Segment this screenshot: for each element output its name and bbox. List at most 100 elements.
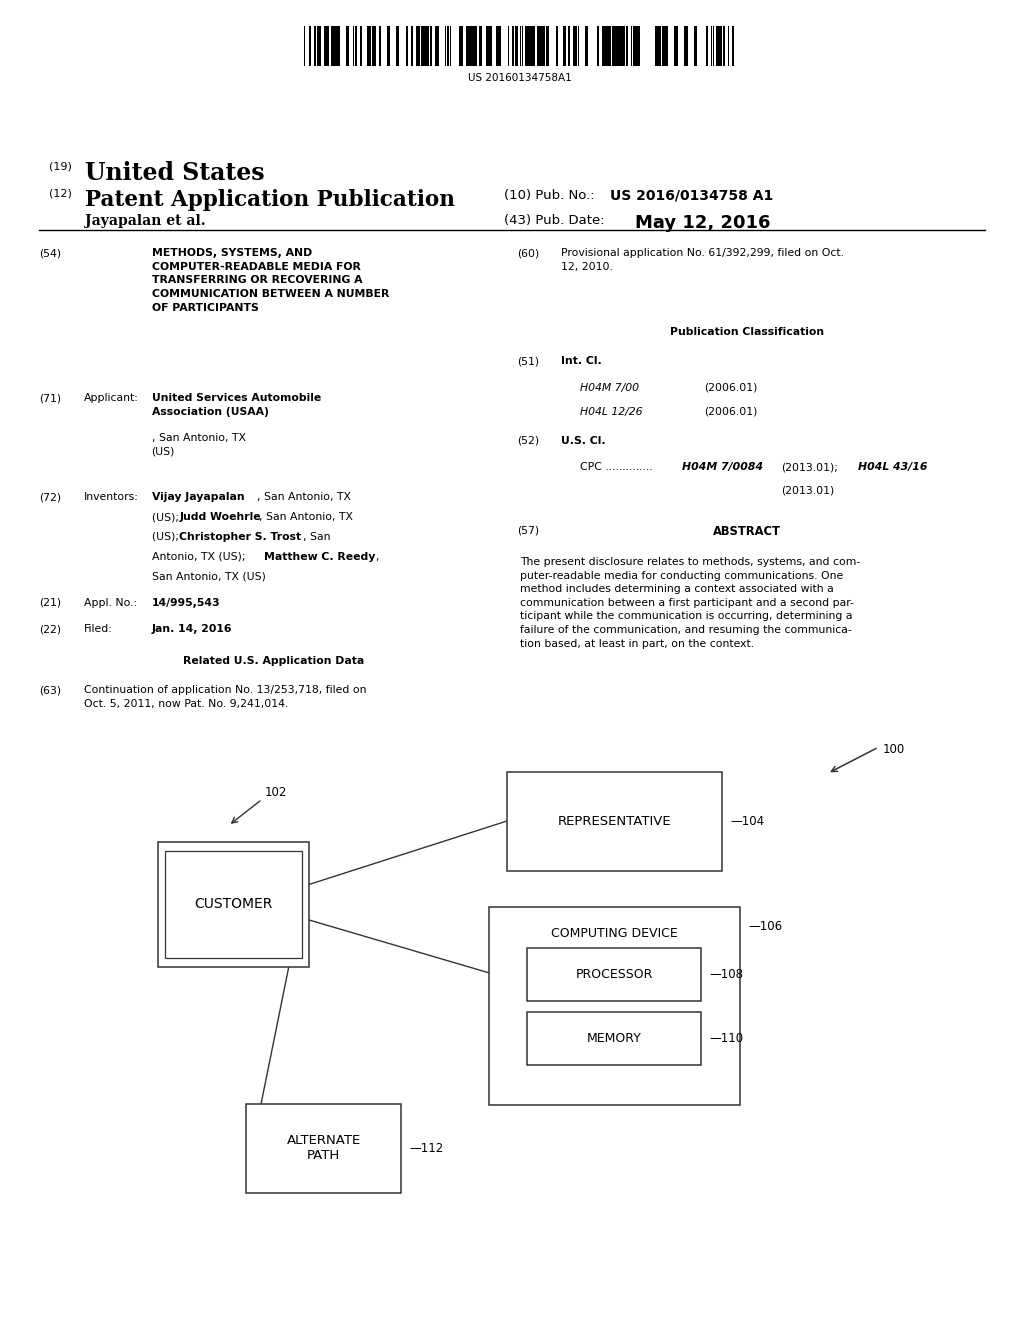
- Bar: [372, 26, 376, 66]
- Text: (2013.01): (2013.01): [781, 486, 835, 496]
- Text: United States: United States: [85, 161, 264, 185]
- Text: (60): (60): [517, 248, 540, 259]
- Bar: [716, 26, 718, 66]
- Bar: [327, 26, 329, 66]
- Bar: [537, 26, 540, 66]
- Bar: [572, 26, 577, 66]
- Text: The present disclosure relates to methods, systems, and com-
puter-readable medi: The present disclosure relates to method…: [520, 557, 860, 648]
- Bar: [345, 26, 348, 66]
- Text: , San Antonio, TX: , San Antonio, TX: [257, 492, 351, 503]
- Bar: [618, 26, 622, 66]
- Bar: [423, 26, 426, 66]
- Text: Vijay Jayapalan: Vijay Jayapalan: [152, 492, 244, 503]
- Bar: [380, 26, 381, 66]
- Text: —112: —112: [410, 1142, 443, 1155]
- Bar: [657, 26, 662, 66]
- Bar: [508, 26, 509, 66]
- Bar: [531, 26, 536, 66]
- Bar: [675, 26, 677, 66]
- Text: (US);: (US);: [152, 512, 182, 523]
- Bar: [529, 26, 532, 66]
- Text: Judd Woehrle: Judd Woehrle: [179, 512, 261, 523]
- Bar: [515, 26, 517, 66]
- Bar: [396, 26, 399, 66]
- Bar: [478, 26, 481, 66]
- Bar: [316, 26, 319, 66]
- Text: Matthew C. Reedy: Matthew C. Reedy: [264, 552, 376, 562]
- Bar: [602, 26, 605, 66]
- Text: (54): (54): [39, 248, 61, 259]
- Bar: [527, 26, 528, 66]
- Text: Jan. 14, 2016: Jan. 14, 2016: [152, 624, 232, 635]
- Bar: [437, 26, 439, 66]
- Bar: [368, 26, 371, 66]
- Bar: [430, 26, 432, 66]
- Text: MEMORY: MEMORY: [587, 1032, 642, 1045]
- Bar: [606, 26, 610, 66]
- Text: H04L 43/16: H04L 43/16: [858, 462, 928, 473]
- Bar: [334, 26, 336, 66]
- Bar: [677, 26, 679, 66]
- Text: (52): (52): [517, 436, 540, 446]
- Text: Patent Application Publication: Patent Application Publication: [85, 189, 455, 211]
- Bar: [387, 26, 390, 66]
- Bar: [459, 26, 463, 66]
- Text: ALTERNATE
PATH: ALTERNATE PATH: [287, 1134, 360, 1163]
- Bar: [611, 26, 614, 66]
- Text: Provisional application No. 61/392,299, filed on Oct.
12, 2010.: Provisional application No. 61/392,299, …: [561, 248, 844, 272]
- Bar: [165, 850, 302, 958]
- Bar: [496, 26, 499, 66]
- Bar: [542, 26, 545, 66]
- Bar: [527, 948, 701, 1001]
- Bar: [633, 26, 637, 66]
- Text: Appl. No.:: Appl. No.:: [84, 598, 137, 609]
- Text: REPRESENTATIVE: REPRESENTATIVE: [558, 814, 671, 828]
- Text: U.S. Cl.: U.S. Cl.: [561, 436, 606, 446]
- Bar: [425, 26, 429, 66]
- Text: CPC ..............: CPC ..............: [580, 462, 652, 473]
- Bar: [158, 842, 309, 966]
- Text: , San: , San: [303, 532, 331, 543]
- Text: Jayapalan et al.: Jayapalan et al.: [85, 214, 206, 228]
- Bar: [353, 26, 354, 66]
- Text: Continuation of application No. 13/253,718, filed on
Oct. 5, 2011, now Pat. No. : Continuation of application No. 13/253,7…: [84, 685, 367, 709]
- Bar: [324, 26, 327, 66]
- Bar: [416, 26, 419, 66]
- Bar: [575, 26, 578, 66]
- Text: (43) Pub. Date:: (43) Pub. Date:: [504, 214, 604, 227]
- Text: 102: 102: [264, 787, 287, 799]
- Text: Applicant:: Applicant:: [84, 393, 139, 404]
- Bar: [614, 26, 616, 66]
- Bar: [706, 26, 708, 66]
- Text: CUSTOMER: CUSTOMER: [195, 898, 272, 911]
- Bar: [638, 26, 640, 66]
- Bar: [631, 26, 632, 66]
- Bar: [507, 771, 722, 871]
- Bar: [585, 26, 588, 66]
- Text: ABSTRACT: ABSTRACT: [713, 525, 781, 539]
- Bar: [655, 26, 657, 66]
- Text: (19): (19): [49, 161, 72, 172]
- Bar: [728, 26, 729, 66]
- Text: May 12, 2016: May 12, 2016: [635, 214, 770, 232]
- Bar: [609, 26, 611, 66]
- Text: —104: —104: [730, 814, 764, 828]
- Bar: [713, 26, 715, 66]
- Bar: [568, 26, 569, 66]
- Text: METHODS, SYSTEMS, AND
COMPUTER-READABLE MEDIA FOR
TRANSFERRING OR RECOVERING A
C: METHODS, SYSTEMS, AND COMPUTER-READABLE …: [152, 248, 389, 313]
- Bar: [488, 26, 492, 66]
- Bar: [524, 26, 527, 66]
- Bar: [718, 26, 722, 66]
- Text: —106: —106: [748, 920, 782, 933]
- Bar: [428, 26, 429, 66]
- Bar: [563, 26, 566, 66]
- Text: (2013.01);: (2013.01);: [781, 462, 839, 473]
- Bar: [696, 26, 697, 66]
- Bar: [663, 26, 666, 66]
- Bar: [355, 26, 357, 66]
- Bar: [527, 1012, 701, 1065]
- Bar: [314, 26, 315, 66]
- Text: US 2016/0134758 A1: US 2016/0134758 A1: [610, 189, 773, 203]
- Bar: [684, 26, 687, 66]
- Text: (12): (12): [49, 189, 72, 199]
